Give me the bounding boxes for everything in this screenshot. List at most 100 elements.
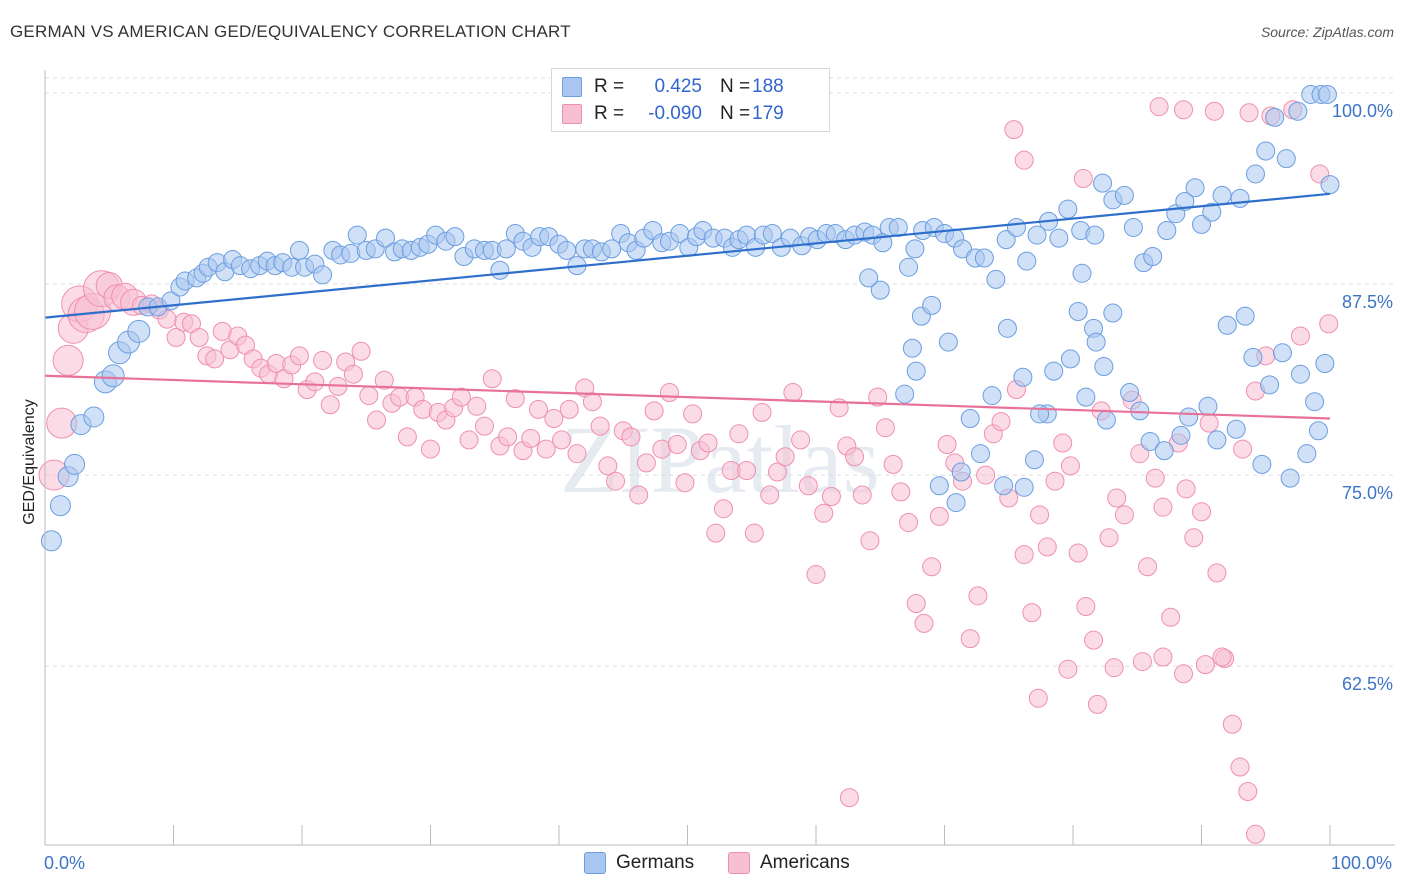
germans-point [101, 364, 125, 388]
americans-point [914, 613, 934, 633]
legend-item-germans[interactable]: Germans [584, 852, 694, 874]
germans-legend-swatch [584, 852, 606, 874]
germans-point [49, 495, 71, 517]
americans-point [1130, 444, 1150, 464]
americans-point [767, 462, 787, 482]
americans-point [351, 341, 371, 361]
germans-point [1044, 361, 1064, 381]
americans-point [536, 439, 556, 459]
germans-point [1175, 191, 1195, 211]
americans-point [1099, 528, 1119, 548]
legend-row-americans: R = -0.090 N = 179 [562, 100, 784, 128]
americans-point [868, 387, 888, 407]
germans-point [1140, 431, 1160, 451]
americans-point [313, 350, 333, 370]
americans-point [1022, 603, 1042, 623]
americans-point [1233, 439, 1253, 459]
americans-point [937, 435, 957, 455]
germans-point [1290, 364, 1310, 384]
americans-point [1161, 607, 1181, 627]
americans-point [660, 383, 680, 403]
germans-point [1235, 306, 1255, 326]
americans-point [528, 399, 548, 419]
germans-point [1006, 217, 1026, 237]
germans-point [762, 224, 782, 244]
americans-point [713, 499, 733, 519]
germans-point [496, 239, 516, 259]
americans-point [860, 531, 880, 551]
germans-point [1212, 185, 1232, 205]
americans-point [839, 788, 859, 808]
x-tick-label-min: 0.0% [44, 853, 86, 873]
germans-point [982, 386, 1002, 406]
americans-point [189, 328, 209, 348]
americans-point [875, 418, 895, 438]
americans-point [1290, 326, 1310, 346]
americans-point [367, 410, 387, 430]
americans-point [1212, 647, 1232, 667]
germans-point [951, 462, 971, 482]
americans-point [1028, 688, 1048, 708]
americans-point [821, 486, 841, 506]
americans-point [205, 349, 225, 369]
germans-point [1320, 175, 1340, 195]
americans-point [775, 447, 795, 467]
germans-point [1120, 383, 1140, 403]
americans-point [1230, 757, 1250, 777]
germans-point [1171, 425, 1191, 445]
germans-point [1280, 468, 1300, 488]
germans-point [1093, 173, 1113, 193]
americans-point [1153, 497, 1173, 517]
germans-point [946, 493, 966, 513]
americans-point [52, 344, 84, 376]
americans-point [1245, 824, 1265, 844]
americans-point [467, 396, 487, 416]
germans-point [1085, 225, 1105, 245]
americans-point [498, 427, 518, 447]
americans-point [675, 473, 695, 493]
americans-point [752, 402, 772, 422]
americans-point [1060, 456, 1080, 476]
legend-item-americans[interactable]: Americans [728, 852, 850, 874]
chart-title: GERMAN VS AMERICAN GED/EQUIVALENCY CORRE… [10, 22, 571, 41]
germans-point [1157, 221, 1177, 241]
n-value: 179 [752, 103, 784, 124]
germans-point [905, 239, 925, 259]
germans-point [1024, 450, 1044, 470]
germans-point [1297, 444, 1317, 464]
legend-label: Americans [760, 852, 850, 873]
americans-point [567, 444, 587, 464]
germans-point [376, 228, 396, 248]
americans-point [343, 364, 363, 384]
germans-point [289, 240, 309, 260]
americans-point [1045, 471, 1065, 491]
germans-point [40, 530, 62, 552]
r-label: R = [594, 103, 625, 124]
americans-point [806, 564, 826, 584]
americans-point [374, 370, 394, 390]
americans-point [667, 435, 687, 455]
germans-point [895, 384, 915, 404]
germans-point [490, 260, 510, 280]
americans-point [397, 427, 417, 447]
germans-point [1014, 477, 1034, 497]
germans-point [1185, 178, 1205, 198]
germans-point [1315, 353, 1335, 373]
americans-point [1132, 652, 1152, 672]
americans-point [451, 387, 471, 407]
germans-point [986, 269, 1006, 289]
germans-point [922, 295, 942, 315]
americans-point [1184, 528, 1204, 548]
germans-point [1154, 441, 1174, 461]
americans-point [760, 485, 780, 505]
americans-point [729, 424, 749, 444]
americans-point [1204, 101, 1224, 121]
germans-point [1202, 202, 1222, 222]
germans-point [1049, 228, 1069, 248]
americans-point [1073, 169, 1093, 189]
americans-point [505, 389, 525, 409]
americans-point [891, 482, 911, 502]
germans-point [1192, 214, 1211, 234]
germans-point [974, 248, 994, 268]
americans-point [289, 346, 309, 366]
